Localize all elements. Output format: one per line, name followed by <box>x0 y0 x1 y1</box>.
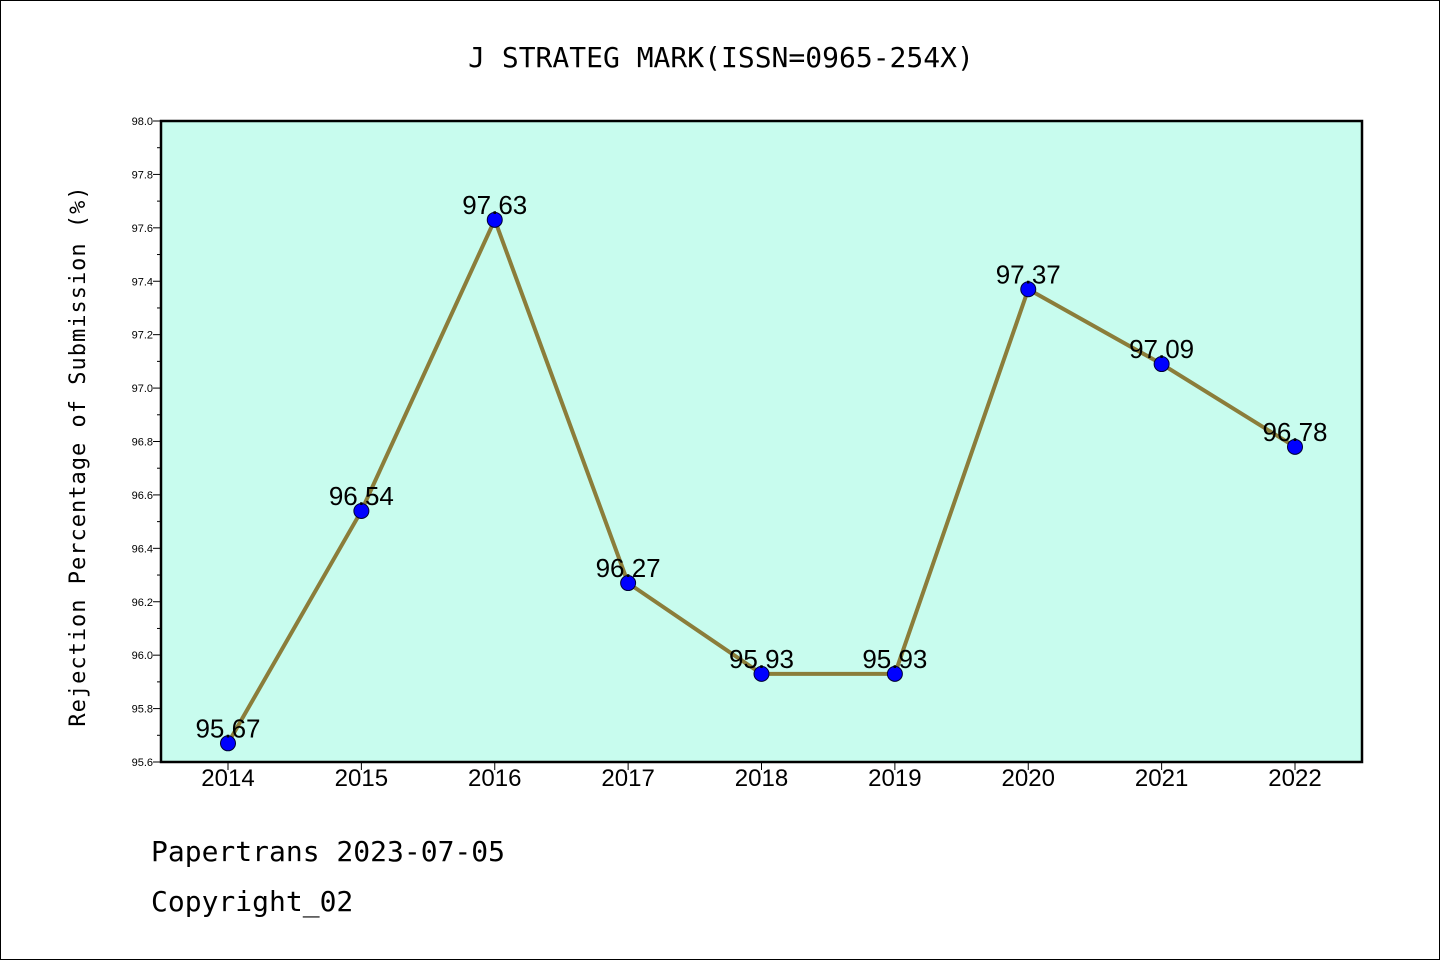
footer-date-line: Papertrans 2023-07-05 <box>151 835 506 868</box>
chart-title: J STRATEG MARK(ISSN=0965-254X) <box>468 41 974 74</box>
data-point-marker <box>1020 281 1037 298</box>
y-tick-label: 96.8 <box>132 437 153 449</box>
data-label: 95.93 <box>729 644 794 674</box>
data-label: 95.67 <box>195 713 260 743</box>
y-tick-label: 96.4 <box>132 543 153 555</box>
data-label: 95.93 <box>862 644 927 674</box>
x-tick-label: 2019 <box>868 765 921 792</box>
y-tick-label: 96.6 <box>132 490 153 502</box>
x-axis: 2014 2015 2016 2017 2018 2019 2020 2021 2022 <box>201 762 1322 792</box>
data-label: 97.63 <box>462 190 527 220</box>
data-label: 97.09 <box>1129 334 1194 364</box>
data-point-marker <box>753 665 770 682</box>
data-labels: 95.67 96.54 97.63 96.27 95.93 95.93 97.37 97.09… <box>195 190 1327 743</box>
plot-area <box>159 119 1364 764</box>
y-tick-label: 96.0 <box>132 650 153 662</box>
data-label: 96.78 <box>1262 417 1327 447</box>
data-point-marker <box>620 575 637 592</box>
x-tick-label: 2021 <box>1135 765 1188 792</box>
y-tick-label: 97.2 <box>132 330 153 342</box>
footer-copyright-line: Copyright_02 <box>151 885 354 918</box>
y-tick-label: 97.0 <box>132 383 153 395</box>
x-tick-label: 2018 <box>735 765 788 792</box>
data-point-marker <box>1153 356 1170 373</box>
y-axis-label: Rejection Percentage of Submission (%) <box>66 185 91 726</box>
data-point-marker <box>220 735 236 752</box>
y-tick-label: 96.2 <box>132 597 153 609</box>
x-tick-label: 2017 <box>601 765 654 792</box>
y-tick-label: 97.4 <box>132 276 153 288</box>
y-tick-label: 95.6 <box>132 757 153 769</box>
y-tick-label: 98.0 <box>132 116 153 128</box>
series-rejection-percentage <box>220 211 1303 752</box>
data-point-marker <box>1287 438 1303 455</box>
y-tick-label: 95.8 <box>132 704 153 716</box>
y-tick-label: 97.8 <box>132 169 153 181</box>
x-tick-label: 2022 <box>1268 765 1321 792</box>
data-point-marker <box>486 211 503 228</box>
data-label: 97.37 <box>996 259 1061 289</box>
x-tick-label: 2020 <box>1002 765 1055 792</box>
data-label: 96.54 <box>329 481 394 511</box>
y-tick-label: 97.6 <box>132 223 153 235</box>
x-tick-label: 2014 <box>201 765 254 792</box>
data-point-marker <box>886 665 903 682</box>
data-point-marker <box>353 502 370 519</box>
data-label: 96.27 <box>596 553 661 583</box>
x-tick-label: 2015 <box>335 765 388 792</box>
y-axis: 95.6 95.8 96.0 96.2 96.4 96.6 96.8 97.0 97.2 97.4… <box>132 116 161 769</box>
x-tick-label: 2016 <box>468 765 521 792</box>
